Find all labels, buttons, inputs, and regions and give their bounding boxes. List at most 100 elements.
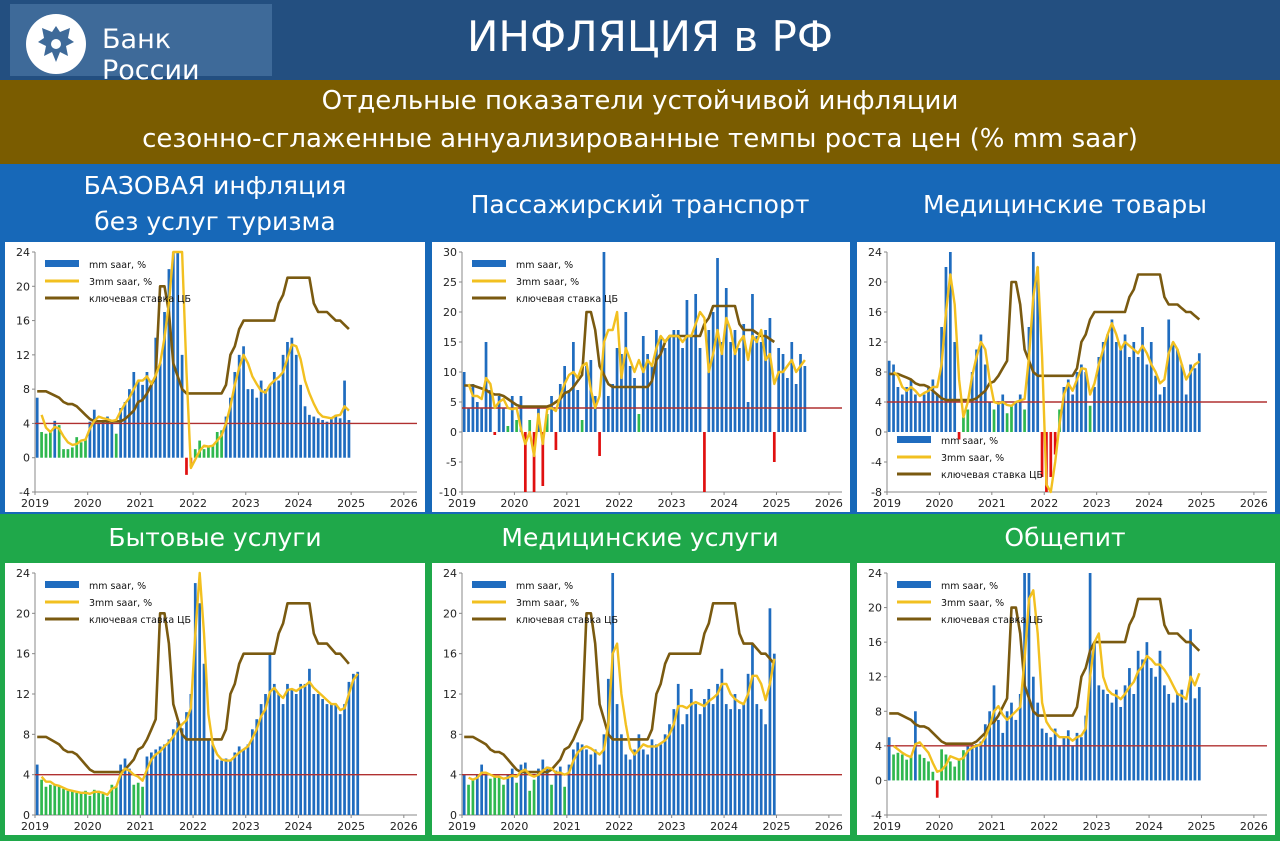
bar-mm-saar [633,749,636,815]
bar-mm-saar [1110,319,1114,432]
bar-mm-saar [176,722,180,815]
bar-mm-saar [742,324,746,432]
bar-mm-saar [729,342,732,432]
y-tick-label: 12 [16,688,30,701]
bar-mm-saar [948,252,952,432]
x-tick-label: 2022 [605,820,633,833]
bar-mm-saar [308,414,311,458]
bar-mm-saar [132,784,136,815]
bar-mm-saar [550,784,553,815]
eagle-emblem-icon [26,14,86,74]
bar-mm-saar [325,421,329,458]
bar-mm-saar [1049,737,1053,781]
bar-mm-saar [110,420,114,458]
y-tick-label: 0 [23,809,30,822]
bar-mm-saar [44,786,48,815]
bar-mm-saar [966,409,970,432]
bar-mm-saar [927,761,930,781]
bar-mm-saar [49,784,52,815]
bar-mm-saar [66,790,70,815]
bar-mm-saar [922,394,926,432]
bar-mm-saar [537,768,540,815]
bar-mm-saar [962,750,965,781]
x-tick-label: 2022 [179,497,207,510]
bar-mm-saar [940,327,943,432]
bar-mm-saar [983,724,987,781]
bar-mm-saar [316,418,320,458]
bar-mm-saar [1180,689,1184,781]
bar-mm-saar [211,445,215,458]
bar-mm-saar [70,447,74,458]
legend-swatch [472,581,506,588]
bar-mm-saar [237,354,241,458]
bar-mm-saar [1114,689,1118,781]
bar-mm-saar [948,761,952,781]
bar-mm-saar [1149,342,1153,432]
bar-mm-saar [97,423,101,458]
bar-mm-saar [1053,728,1057,781]
bar-mm-saar [180,728,184,815]
bar-mm-saar [1040,728,1044,781]
line-3mm-saar [40,250,350,470]
bar-mm-saar [1001,732,1005,781]
line-key-rate [464,601,776,774]
bar-mm-saar [493,776,497,815]
bar-mm-saar [532,432,536,492]
y-tick-label: 24 [868,246,882,259]
bar-mm-saar [193,583,197,815]
bar-mm-saar [554,770,558,815]
bar-mm-saar [294,694,298,815]
bar-mm-saar [70,790,74,815]
bar-mm-saar [193,449,197,458]
bar-mm-saar [49,432,52,458]
bar-mm-saar [110,784,114,815]
y-tick-label: 30 [443,246,457,259]
bar-mm-saar [290,337,294,458]
bar-mm-saar [896,387,900,432]
bar-mm-saar [510,768,514,815]
bar-mm-saar [1014,402,1018,432]
bar-mm-saar [185,712,188,815]
bar-mm-saar [663,348,667,432]
bar-mm-saar [729,709,732,815]
bar-mm-saar [1167,319,1171,432]
y-tick-label: 16 [868,636,882,649]
bar-mm-saar [1154,676,1157,781]
bar-mm-saar [532,779,536,815]
bar-mm-saar [1171,342,1175,432]
bar-mm-saar [1080,364,1083,432]
x-tick-label: 2020 [74,820,102,833]
bar-mm-saar [480,764,484,815]
x-tick-label: 2024 [284,497,312,510]
bar-mm-saar [57,786,61,815]
bar-mm-saar [101,421,105,458]
y-tick-label: 10 [443,366,457,379]
bar-mm-saar [1106,694,1109,781]
bar-mm-saar [716,683,719,815]
bar-mm-saar [351,673,355,815]
bar-mm-saar [119,764,122,815]
bar-mm-saar [1053,432,1057,455]
legend-label: 3mm saar, % [516,598,579,609]
bank-name: Банк России [102,24,200,86]
y-tick-label: 16 [16,315,30,328]
y-tick-label: 24 [16,246,30,259]
bar-mm-saar [615,348,619,432]
bar-mm-saar [1119,349,1123,432]
bar-mm-saar [1132,694,1136,781]
bar-mm-saar [515,782,518,815]
bar-mm-saar [681,724,684,815]
bar-mm-saar [1119,706,1123,781]
bar-mm-saar [1031,252,1035,432]
bar-mm-saar [1193,368,1197,432]
bar-mm-saar [471,778,475,815]
bar-mm-saar [1141,327,1144,432]
bar-mm-saar [563,786,566,815]
bar-mm-saar [1158,650,1162,781]
line-key-rate [37,276,350,423]
bar-mm-saar [40,779,43,815]
panel-title-med-goods: Медицинские товары [922,190,1208,219]
bar-mm-saar [489,778,492,815]
x-tick-label: 2023 [232,497,260,510]
bar-mm-saar [497,776,501,815]
